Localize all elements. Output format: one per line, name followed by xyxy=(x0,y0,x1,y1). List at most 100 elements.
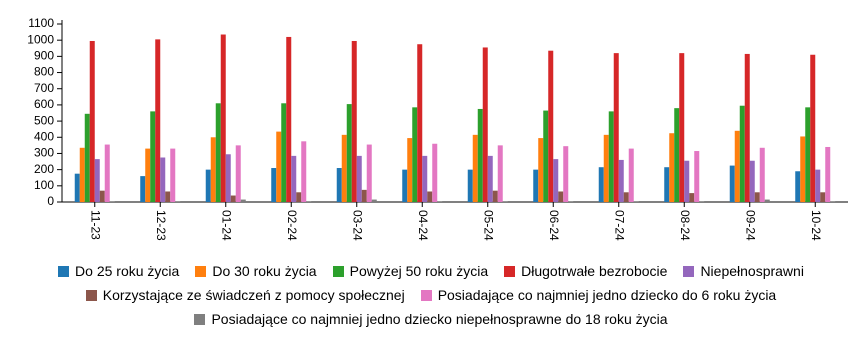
bar xyxy=(175,201,181,202)
bar xyxy=(543,110,549,202)
bar xyxy=(633,201,639,202)
x-tick-label: 05-24 xyxy=(482,210,496,241)
bar xyxy=(351,40,357,203)
x-tick-label: 06-24 xyxy=(547,210,561,241)
x-tick-label: 01-24 xyxy=(220,210,234,241)
bar xyxy=(160,157,166,202)
bar xyxy=(170,148,176,202)
bar xyxy=(230,195,236,202)
legend-label: Do 25 roku życia xyxy=(75,263,180,279)
y-tick-label: 1100 xyxy=(28,16,54,30)
bar xyxy=(165,191,171,202)
bar xyxy=(689,193,695,202)
bar xyxy=(674,108,680,202)
bar xyxy=(361,189,367,202)
bar xyxy=(764,199,770,202)
legend-swatch xyxy=(85,289,97,301)
y-tick-label: 700 xyxy=(34,81,54,95)
x-tick-label: 02-24 xyxy=(285,210,299,241)
bar xyxy=(356,155,362,202)
bar xyxy=(301,141,307,202)
x-tick-label: 09-24 xyxy=(744,210,758,241)
bar xyxy=(336,168,342,202)
bar xyxy=(281,103,287,202)
bar xyxy=(759,147,765,202)
bar xyxy=(800,136,806,202)
bar xyxy=(276,131,282,202)
bar xyxy=(235,145,241,202)
bar xyxy=(497,145,503,202)
bar xyxy=(729,165,735,202)
bar xyxy=(79,147,85,202)
legend-item: Posiadające co najmniej jedno dziecko do… xyxy=(420,287,776,303)
bar xyxy=(482,47,488,202)
bar xyxy=(437,201,443,202)
x-tick-label: 10-24 xyxy=(809,210,823,241)
y-tick-label: 0 xyxy=(47,194,54,208)
bar xyxy=(795,171,801,202)
legend-label: Powyżej 50 roku życia xyxy=(349,263,489,279)
bar xyxy=(205,169,211,202)
bar xyxy=(608,111,614,202)
y-tick-label: 100 xyxy=(34,178,54,192)
bar xyxy=(744,53,750,202)
bar xyxy=(140,176,146,202)
legend-row: Korzystające ze świadczeń z pomocy społe… xyxy=(0,283,862,307)
bar xyxy=(215,103,221,202)
legend-swatch xyxy=(194,313,206,325)
bar xyxy=(467,169,473,202)
legend-item: Posiadające co najmniej jedno dziecko ni… xyxy=(194,311,668,327)
legend: Do 25 roku życia Do 30 roku życia Powyżej … xyxy=(0,259,862,331)
legend-item: Do 30 roku życia xyxy=(195,263,317,279)
bar xyxy=(74,173,80,202)
bar xyxy=(533,169,539,202)
y-tick-label: 600 xyxy=(34,97,54,111)
bar xyxy=(558,191,564,202)
bar xyxy=(306,201,312,202)
y-tick-label: 800 xyxy=(34,65,54,79)
bar xyxy=(568,201,574,202)
bar xyxy=(820,192,826,202)
y-tick-label: 400 xyxy=(34,129,54,143)
bar xyxy=(407,138,413,202)
legend-item: Długotrwałe bezrobocie xyxy=(504,263,667,279)
y-tick-label: 300 xyxy=(34,146,54,160)
bar xyxy=(402,169,408,202)
legend-item: Powyżej 50 roku życia xyxy=(332,263,489,279)
bar xyxy=(502,201,508,202)
bar xyxy=(291,155,297,202)
y-tick-label: 200 xyxy=(34,162,54,176)
legend-item: Korzystające ze świadczeń z pomocy społe… xyxy=(85,287,405,303)
legend-label: Korzystające ze świadczeń z pomocy społe… xyxy=(102,287,405,303)
x-tick-label: 08-24 xyxy=(678,210,692,241)
bar xyxy=(598,167,604,202)
x-tick-label: 03-24 xyxy=(351,210,365,241)
legend-label: Niepełnosprawni xyxy=(700,263,804,279)
bar xyxy=(628,148,634,202)
bar xyxy=(109,201,115,202)
bar xyxy=(734,130,740,202)
bar xyxy=(366,144,372,202)
bar xyxy=(754,192,760,202)
bar xyxy=(548,50,554,203)
legend-row: Do 25 roku życia Do 30 roku życia Powyżej … xyxy=(0,259,862,283)
bar xyxy=(623,192,629,202)
bar xyxy=(286,36,292,203)
y-tick-label: 1000 xyxy=(27,32,54,46)
bar xyxy=(563,146,569,202)
y-tick-label: 900 xyxy=(34,49,54,63)
bar xyxy=(739,105,745,202)
legend-swatch xyxy=(420,289,432,301)
bar xyxy=(830,201,836,202)
bar xyxy=(664,167,670,202)
bar xyxy=(699,201,705,202)
bar xyxy=(472,134,478,202)
bar xyxy=(99,190,105,202)
bar xyxy=(810,54,816,202)
bar xyxy=(613,53,619,202)
bar xyxy=(432,143,438,202)
bar xyxy=(84,113,90,202)
legend-label: Długotrwałe bezrobocie xyxy=(521,263,668,279)
bar xyxy=(271,168,277,202)
